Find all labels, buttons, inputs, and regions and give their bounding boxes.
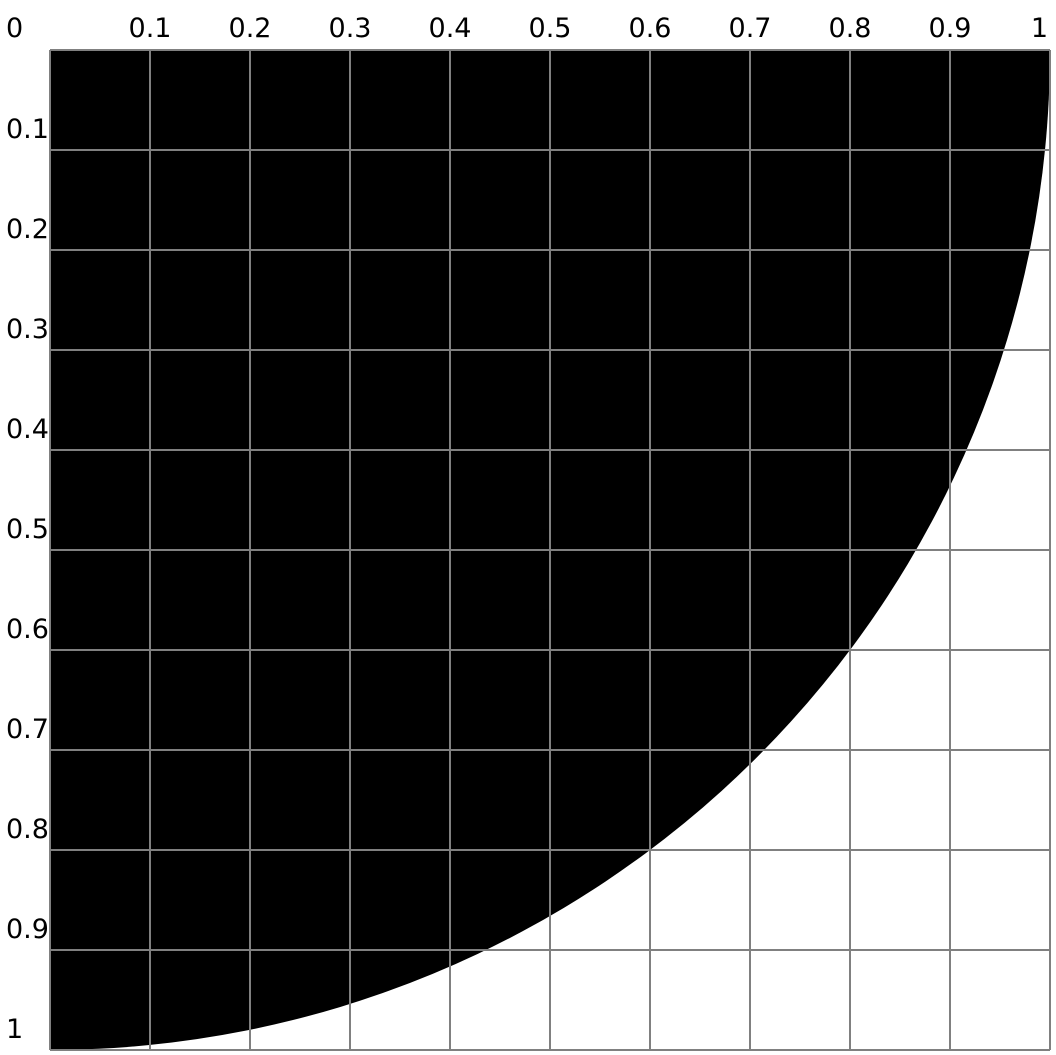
y-tick-label: 0.1 <box>6 114 49 145</box>
x-tick-label: 0.9 <box>929 13 972 44</box>
x-tick-label: 0.3 <box>329 13 372 44</box>
x-tick-label: 0.7 <box>729 13 772 44</box>
y-tick-label: 0.9 <box>6 914 49 945</box>
x-tick-label: 0.1 <box>129 13 172 44</box>
y-tick-label: 1 <box>6 1014 23 1045</box>
x-tick-label: 0.6 <box>629 13 672 44</box>
x-tick-label: 0.5 <box>529 13 572 44</box>
y-tick-label: 0.6 <box>6 614 49 645</box>
x-tick-label: 1 <box>1031 13 1048 44</box>
x-tick-label: 0.2 <box>229 13 272 44</box>
y-tick-label: 0.5 <box>6 514 49 545</box>
y-tick-label: 0.4 <box>6 414 49 445</box>
y-tick-label: 0.3 <box>6 314 49 345</box>
x-tick-labels: 0.1 0.2 0.3 0.4 0.5 0.6 0.7 0.8 0.9 1 <box>129 13 1048 44</box>
grid-layer <box>49 49 1051 1051</box>
y-tick-label: 0.7 <box>6 714 49 745</box>
x-tick-label: 0.8 <box>829 13 872 44</box>
origin-tick-label: 0 <box>6 13 23 44</box>
y-tick-label: 0.2 <box>6 214 49 245</box>
y-tick-label: 0.8 <box>6 814 49 845</box>
y-tick-labels: 0 0.1 0.2 0.3 0.4 0.5 0.6 0.7 0.8 0.9 1 <box>6 13 49 1045</box>
x-tick-label: 0.4 <box>429 13 472 44</box>
